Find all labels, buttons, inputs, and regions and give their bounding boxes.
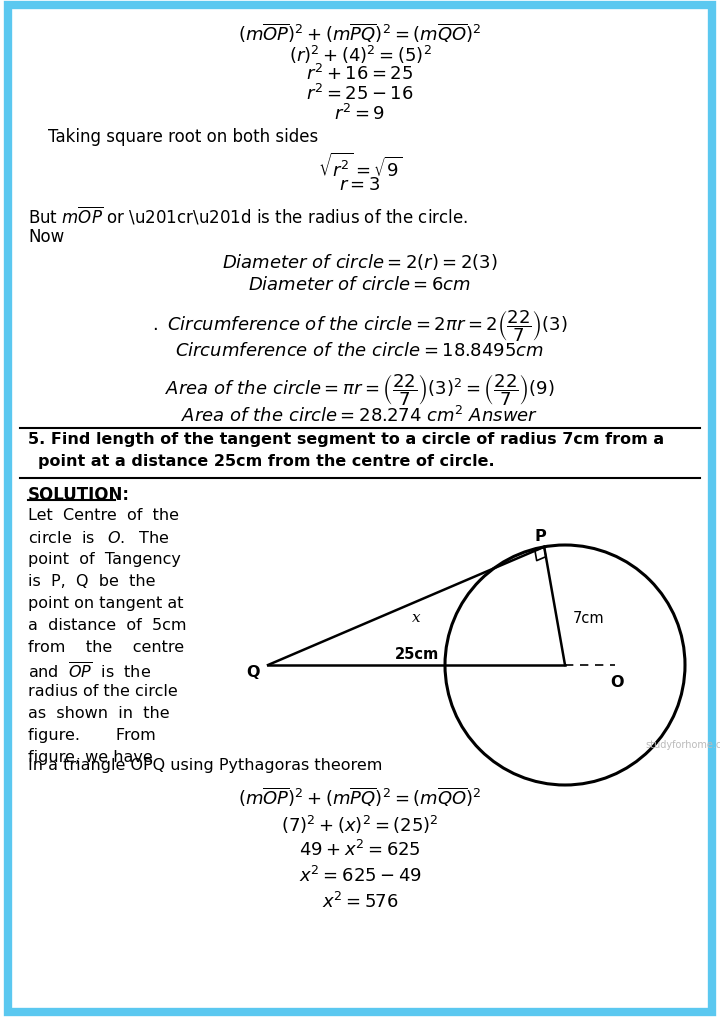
Text: But $m\overline{OP}$ or \u201cr\u201d is the radius of the circle.: But $m\overline{OP}$ or \u201cr\u201d is… (28, 205, 468, 227)
Text: Now: Now (28, 228, 64, 246)
Text: $49 + x^2 = 625$: $49 + x^2 = 625$ (299, 840, 421, 860)
Text: point on tangent at: point on tangent at (28, 596, 184, 611)
Text: $r^2 + 16 = 25$: $r^2 + 16 = 25$ (306, 64, 414, 84)
Text: 7cm: 7cm (572, 611, 604, 626)
Text: point at a distance 25cm from the centre of circle.: point at a distance 25cm from the centre… (38, 454, 495, 469)
Text: point  of  Tangency: point of Tangency (28, 552, 181, 567)
Text: Let  Centre  of  the: Let Centre of the (28, 508, 179, 523)
Text: and  $\overline{OP}$  is  the: and $\overline{OP}$ is the (28, 662, 151, 682)
Text: O: O (610, 675, 624, 690)
Text: figure, we have: figure, we have (28, 750, 153, 765)
Text: $x^2 = 625 - 49$: $x^2 = 625 - 49$ (299, 866, 421, 886)
Text: $\mathit{Area\ of\ the\ circle = 28.274\ cm^2\ Answer}$: $\mathit{Area\ of\ the\ circle = 28.274\… (181, 406, 539, 427)
Text: $(m\overline{OP})^2 + (m\overline{PQ})^2 = (m\overline{QO})^2$: $(m\overline{OP})^2 + (m\overline{PQ})^2… (238, 22, 482, 46)
Text: as  shown  in  the: as shown in the (28, 706, 170, 721)
Text: $r^2 = 25 - 16$: $r^2 = 25 - 16$ (306, 84, 414, 104)
Text: $\mathit{Circumference\ of\ the\ circle = 18.8495cm}$: $\mathit{Circumference\ of\ the\ circle … (176, 342, 544, 360)
Text: In a triangle OPQ using Pythagoras theorem: In a triangle OPQ using Pythagoras theor… (28, 758, 382, 773)
Text: a  distance  of  5cm: a distance of 5cm (28, 618, 186, 633)
Text: x: x (412, 611, 420, 625)
Text: is  P,  Q  be  the: is P, Q be the (28, 574, 156, 589)
Text: $(7)^2 + (x)^2 = (25)^2$: $(7)^2 + (x)^2 = (25)^2$ (282, 814, 438, 836)
Text: Taking square root on both sides: Taking square root on both sides (48, 128, 318, 146)
Text: $\mathit{.}\ \mathit{Circumference\ of\ the\ circle} = 2\pi r = 2\left(\dfrac{22: $\mathit{.}\ \mathit{Circumference\ of\ … (152, 308, 568, 344)
Text: studyforhome.com: studyforhome.com (645, 740, 720, 750)
Text: $(r)^2 + (4)^2 = (5)^2$: $(r)^2 + (4)^2 = (5)^2$ (289, 44, 431, 66)
Text: $\mathit{Diameter\ of\ circle = 2(r) = 2(3)}$: $\mathit{Diameter\ of\ circle = 2(r) = 2… (222, 252, 498, 272)
Text: 25cm: 25cm (395, 647, 438, 662)
Text: $r^2 = 9$: $r^2 = 9$ (334, 104, 386, 124)
Text: $\mathit{Diameter\ of\ circle = 6cm}$: $\mathit{Diameter\ of\ circle = 6cm}$ (248, 276, 472, 294)
Text: $r = 3$: $r = 3$ (339, 176, 381, 194)
Text: $(m\overline{OP})^2 + (m\overline{PQ})^2 = (m\overline{QO})^2$: $(m\overline{OP})^2 + (m\overline{PQ})^2… (238, 786, 482, 809)
Text: 5. Find length of the tangent segment to a circle of radius 7cm from a: 5. Find length of the tangent segment to… (28, 432, 664, 447)
Text: $x^2 = 576$: $x^2 = 576$ (322, 892, 398, 912)
Text: from    the    centre: from the centre (28, 640, 184, 655)
Text: figure.       From: figure. From (28, 728, 156, 743)
Text: P: P (534, 528, 546, 544)
Text: circle  is   $O$.   The: circle is $O$. The (28, 530, 169, 546)
Text: Q: Q (246, 665, 260, 680)
Text: $\mathit{Area\ of\ the\ circle} = \pi r = \left(\dfrac{22}{7}\right)(3)^2 = \lef: $\mathit{Area\ of\ the\ circle} = \pi r … (165, 372, 555, 407)
Text: radius of the circle: radius of the circle (28, 684, 178, 699)
Text: SOLUTION:: SOLUTION: (28, 486, 130, 504)
Text: $\sqrt{r^2} = \sqrt{9}$: $\sqrt{r^2} = \sqrt{9}$ (318, 152, 402, 180)
